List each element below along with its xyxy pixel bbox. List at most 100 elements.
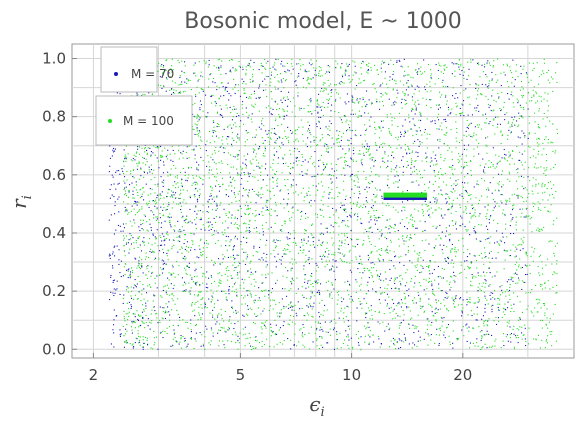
data-point-1 [294, 333, 296, 335]
data-point-1 [248, 97, 250, 99]
data-point-0 [464, 182, 466, 184]
data-point-0 [275, 282, 277, 284]
data-point-1 [430, 99, 432, 101]
data-point-0 [217, 332, 219, 334]
data-point-1 [416, 253, 418, 255]
data-point-0 [512, 209, 514, 211]
data-point-1 [141, 293, 143, 295]
data-point-0 [350, 158, 352, 160]
data-point-1 [492, 177, 494, 179]
data-point-1 [422, 177, 424, 179]
data-point-0 [393, 302, 395, 304]
data-point-1 [131, 326, 133, 328]
data-point-0 [286, 114, 288, 116]
data-point-1 [135, 337, 137, 339]
data-point-0 [368, 187, 370, 189]
data-point-0 [426, 156, 428, 158]
data-point-0 [322, 169, 324, 171]
data-point-1 [139, 209, 141, 211]
data-point-1 [215, 163, 217, 165]
data-point-1 [516, 269, 518, 271]
data-point-1 [276, 279, 278, 281]
data-point-0 [113, 183, 115, 185]
data-point-0 [227, 82, 229, 84]
data-point-1 [419, 305, 421, 307]
data-point-0 [197, 198, 199, 200]
data-point-0 [415, 302, 417, 304]
data-point-1 [239, 271, 241, 273]
data-point-0 [286, 295, 288, 297]
data-point-1 [497, 182, 499, 184]
data-point-0 [275, 58, 277, 60]
data-point-1 [324, 82, 326, 84]
data-point-1 [289, 101, 291, 103]
data-point-0 [213, 200, 215, 202]
data-point-0 [357, 342, 359, 344]
data-point-1 [194, 262, 196, 264]
data-point-0 [492, 304, 494, 306]
data-point-1 [135, 152, 137, 154]
data-point-0 [442, 79, 444, 81]
data-point-0 [165, 90, 167, 92]
data-point-1 [520, 267, 522, 269]
data-point-1 [255, 281, 257, 283]
data-point-1 [123, 335, 125, 337]
data-point-0 [491, 78, 493, 80]
data-point-1 [373, 83, 375, 85]
data-point-1 [319, 75, 321, 77]
data-point-0 [213, 264, 215, 266]
data-point-0 [143, 199, 145, 201]
data-point-0 [274, 68, 276, 70]
data-point-1 [548, 105, 550, 107]
data-point-1 [313, 67, 315, 69]
data-point-1 [371, 207, 373, 209]
data-point-1 [303, 86, 305, 88]
data-point-1 [232, 155, 234, 157]
data-point-0 [314, 246, 316, 248]
data-point-0 [185, 289, 187, 291]
data-point-1 [436, 226, 438, 228]
data-point-0 [393, 308, 395, 310]
data-point-0 [406, 307, 408, 309]
data-point-0 [455, 228, 457, 230]
data-point-0 [447, 258, 449, 260]
data-point-0 [193, 148, 195, 150]
data-point-0 [429, 181, 431, 183]
data-point-1 [243, 223, 245, 225]
data-point-1 [308, 348, 310, 350]
data-point-0 [341, 242, 343, 244]
data-point-1 [301, 334, 303, 336]
data-point-0 [484, 311, 486, 313]
data-point-1 [378, 259, 380, 261]
data-point-1 [503, 106, 505, 108]
data-point-0 [315, 280, 317, 282]
data-point-0 [524, 135, 526, 137]
data-point-1 [217, 59, 219, 61]
data-point-1 [483, 322, 485, 324]
data-point-0 [370, 116, 372, 118]
data-point-1 [345, 69, 347, 71]
data-point-1 [290, 168, 292, 170]
data-point-1 [252, 105, 254, 107]
data-point-1 [310, 283, 312, 285]
data-point-0 [508, 98, 510, 100]
data-point-1 [233, 78, 235, 80]
data-point-1 [424, 71, 426, 73]
data-point-1 [533, 148, 535, 150]
data-point-1 [545, 323, 547, 325]
data-point-1 [179, 319, 181, 321]
data-point-1 [199, 291, 201, 293]
data-point-0 [265, 260, 267, 262]
data-point-0 [488, 237, 490, 239]
chart-title: Bosonic model, E ~ 1000 [184, 9, 461, 34]
data-point-0 [417, 155, 419, 157]
data-point-0 [453, 271, 455, 273]
data-point-0 [118, 170, 120, 172]
data-point-1 [248, 213, 250, 215]
data-point-0 [457, 97, 459, 99]
data-point-0 [113, 288, 115, 290]
data-point-1 [352, 245, 354, 247]
data-point-0 [119, 293, 121, 295]
data-point-0 [435, 227, 437, 229]
data-point-1 [344, 153, 346, 155]
